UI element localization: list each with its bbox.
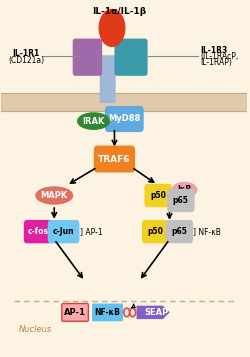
Text: Nucleus: Nucleus bbox=[18, 325, 52, 333]
FancyBboxPatch shape bbox=[114, 39, 148, 76]
Text: IL-1R1: IL-1R1 bbox=[12, 49, 40, 58]
FancyBboxPatch shape bbox=[167, 189, 194, 212]
FancyBboxPatch shape bbox=[73, 39, 102, 76]
Text: IL-1R3: IL-1R3 bbox=[200, 46, 228, 55]
Ellipse shape bbox=[77, 112, 110, 130]
FancyBboxPatch shape bbox=[166, 220, 193, 243]
FancyBboxPatch shape bbox=[142, 220, 170, 243]
Text: ] AP-1: ] AP-1 bbox=[80, 227, 103, 236]
FancyBboxPatch shape bbox=[105, 106, 144, 132]
FancyBboxPatch shape bbox=[92, 303, 123, 321]
Bar bbox=[2, 94, 247, 111]
Text: c-Jun: c-Jun bbox=[53, 227, 74, 236]
Ellipse shape bbox=[172, 182, 198, 198]
FancyBboxPatch shape bbox=[100, 55, 116, 103]
FancyBboxPatch shape bbox=[62, 303, 88, 321]
Text: p65: p65 bbox=[172, 227, 187, 236]
Text: p50: p50 bbox=[148, 227, 164, 236]
FancyBboxPatch shape bbox=[24, 220, 52, 243]
Text: IRAK: IRAK bbox=[82, 117, 105, 126]
Text: MAPK: MAPK bbox=[40, 191, 68, 200]
Text: MyD88: MyD88 bbox=[108, 115, 140, 124]
Text: TRAF6: TRAF6 bbox=[98, 155, 131, 164]
Text: IL-1α/IL-1β: IL-1α/IL-1β bbox=[92, 7, 146, 16]
Text: (IL-1RAcP,: (IL-1RAcP, bbox=[200, 52, 239, 61]
Text: IL-1RAP): IL-1RAP) bbox=[200, 58, 232, 67]
Text: p65: p65 bbox=[173, 196, 189, 205]
Text: NF-κB: NF-κB bbox=[95, 308, 120, 317]
Text: p50: p50 bbox=[150, 191, 166, 200]
Text: (CD121a): (CD121a) bbox=[8, 56, 44, 65]
Circle shape bbox=[99, 10, 125, 46]
FancyBboxPatch shape bbox=[48, 220, 80, 243]
Text: ] NF-κB: ] NF-κB bbox=[193, 227, 221, 236]
FancyBboxPatch shape bbox=[94, 146, 135, 172]
FancyArrow shape bbox=[136, 306, 170, 319]
Ellipse shape bbox=[35, 186, 73, 205]
Text: IκB: IκB bbox=[178, 185, 192, 194]
FancyBboxPatch shape bbox=[144, 184, 172, 207]
Text: c-fos: c-fos bbox=[27, 227, 48, 236]
Text: SEAP: SEAP bbox=[144, 308, 168, 317]
Text: AP-1: AP-1 bbox=[64, 308, 86, 317]
